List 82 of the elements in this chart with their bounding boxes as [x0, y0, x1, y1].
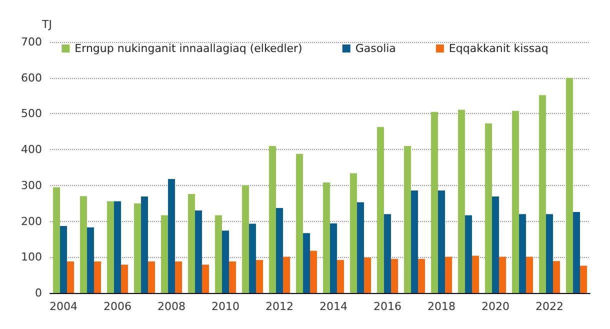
bar: [322, 182, 330, 293]
bar: [134, 203, 141, 293]
bar: [438, 190, 446, 293]
bar: [445, 256, 452, 293]
bar: [160, 215, 168, 293]
x-tick-label: 2006: [104, 300, 132, 313]
y-tick-label: 100: [21, 250, 42, 264]
legend-label: Erngup nukinganit innaallagiaq (elkedler): [74, 42, 302, 55]
bar: [410, 190, 418, 293]
bar: [296, 154, 303, 293]
bar: [242, 185, 249, 293]
bar: [418, 258, 426, 293]
bar: [384, 214, 392, 293]
bar: [94, 261, 102, 293]
y-tick-label: 300: [21, 178, 42, 192]
bar: [330, 223, 338, 293]
bar: [337, 260, 344, 293]
bar: [350, 173, 357, 293]
bar: [168, 178, 176, 293]
y-tick-label: 0: [35, 286, 42, 300]
x-tick-label: 2016: [374, 300, 402, 313]
x-tick-label: 2014: [320, 300, 348, 313]
x-tick-label: 2008: [158, 300, 186, 313]
bar: [194, 210, 202, 293]
bar: [391, 258, 398, 293]
legend-label: Gasolia: [355, 42, 396, 55]
bar: [376, 126, 384, 293]
bar: [499, 256, 506, 293]
bar: [140, 196, 148, 293]
x-tick-label: 2010: [212, 300, 240, 313]
bar: [276, 208, 284, 293]
bar: [256, 260, 264, 293]
bar: [472, 256, 480, 293]
y-tick-label: 200: [21, 214, 42, 228]
bar: [52, 187, 60, 293]
bar: [566, 78, 573, 293]
bar: [283, 256, 290, 293]
x-tick-label: 2012: [266, 300, 294, 313]
bar: [114, 201, 122, 293]
bar: [106, 201, 114, 293]
y-tick-label: 400: [21, 143, 42, 156]
bar: [430, 112, 438, 293]
bar: [484, 123, 492, 293]
x-tick-label: 2020: [482, 300, 510, 313]
bar: [526, 256, 534, 293]
bar: [553, 261, 560, 293]
y-axis-title: TJ: [41, 18, 52, 31]
bar: [404, 146, 411, 293]
bar: [80, 196, 87, 293]
bar: [229, 261, 236, 293]
bar: [248, 224, 256, 293]
bar: [572, 212, 580, 293]
bar: [310, 250, 318, 293]
bar: [464, 215, 472, 293]
bar: [538, 95, 546, 293]
x-tick-label: 2022: [536, 300, 564, 313]
y-tick-label: 500: [21, 107, 42, 120]
bar: [458, 110, 465, 293]
bar: [222, 230, 230, 293]
x-tick-label: 2018: [428, 300, 456, 313]
bar: [202, 264, 210, 293]
bar: [121, 264, 128, 293]
bar: [268, 146, 276, 293]
bar: [148, 261, 156, 293]
y-tick-label: 700: [21, 36, 42, 48]
bar: [67, 261, 74, 293]
legend-label: Eqqakkanit kissaq: [448, 42, 548, 55]
bar: [518, 214, 526, 293]
bar: [492, 196, 500, 293]
bar: [175, 261, 182, 293]
bar: [364, 258, 372, 293]
bar: [214, 215, 222, 293]
bar: [356, 202, 364, 293]
bar: [302, 233, 310, 293]
bar: [512, 110, 519, 293]
y-tick-label: 600: [21, 71, 42, 84]
bar: [60, 226, 68, 293]
bar: [86, 227, 94, 293]
bar: [546, 214, 554, 293]
x-tick-label: 2004: [50, 300, 78, 313]
bar: [188, 194, 195, 293]
bar: [580, 266, 588, 293]
